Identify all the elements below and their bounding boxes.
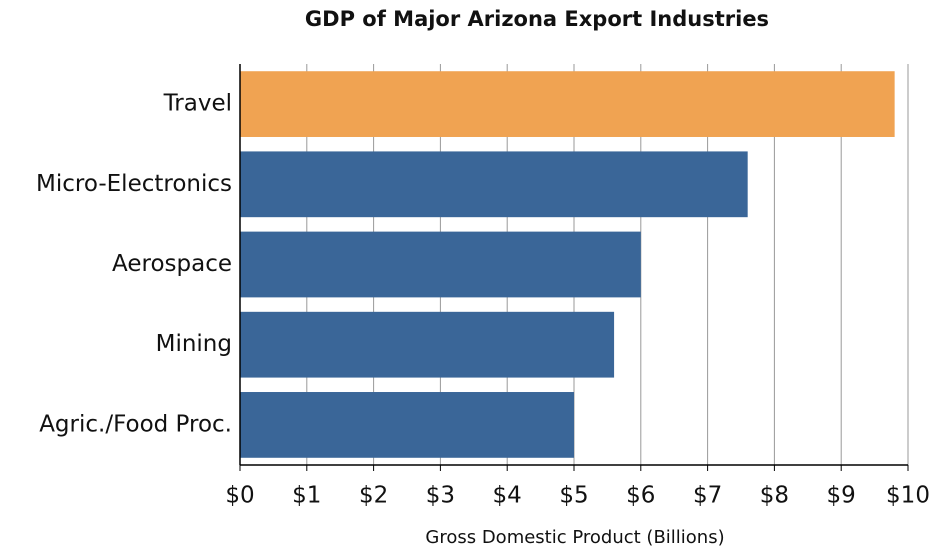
- x-tick-label: $9: [827, 483, 856, 509]
- bar: [240, 392, 574, 458]
- x-tick-label: $4: [493, 483, 522, 509]
- y-tick-label: Aerospace: [112, 251, 232, 277]
- y-tick-label: Travel: [163, 91, 232, 117]
- x-tick-label: $7: [693, 483, 722, 509]
- bar: [240, 311, 615, 378]
- x-axis-label: Gross Domestic Product (Billions): [425, 527, 724, 548]
- bar: [240, 231, 641, 298]
- x-tick-label: $6: [626, 483, 655, 509]
- x-tick-label: $10: [886, 483, 930, 509]
- x-tick-label: $3: [426, 483, 455, 509]
- y-tick-label: Mining: [156, 331, 232, 357]
- x-tick-label: $5: [559, 483, 588, 509]
- y-tick-label: Agric./Food Proc.: [39, 411, 232, 437]
- x-tick-label: $0: [225, 483, 254, 509]
- chart-title: GDP of Major Arizona Export Industries: [305, 7, 769, 31]
- bar: [240, 151, 748, 218]
- x-tick-label: $1: [292, 483, 321, 509]
- x-tick-label: $8: [760, 483, 789, 509]
- y-tick-label: Micro-Electronics: [36, 171, 232, 197]
- x-tick-label: $2: [359, 483, 388, 509]
- bar: [240, 71, 895, 137]
